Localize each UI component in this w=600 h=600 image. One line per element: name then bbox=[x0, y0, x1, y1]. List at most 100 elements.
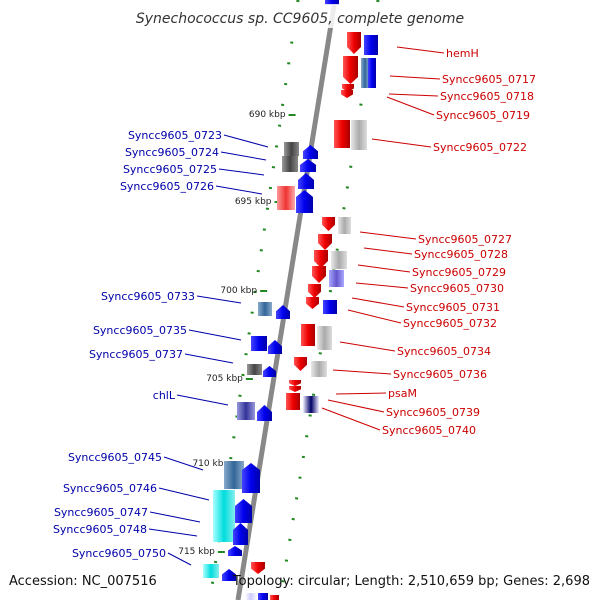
accession-text: Accession: NC_007516 bbox=[9, 574, 157, 589]
scale-tick-label: 695 kbp bbox=[235, 197, 272, 207]
gene-feature-arrow bbox=[242, 463, 260, 493]
gene-label[interactable]: Syncc9605_0730 bbox=[410, 282, 504, 295]
gene-feature bbox=[284, 142, 299, 156]
gene-label[interactable]: Syncc9605_0724 bbox=[125, 146, 219, 159]
gene-feature-arrow bbox=[228, 546, 242, 556]
gene-feature-arrow bbox=[233, 523, 248, 545]
gene-feature bbox=[301, 324, 315, 346]
gene-label[interactable]: Syncc9605_0733 bbox=[101, 290, 195, 303]
scale-tick-label: 705 kbp bbox=[206, 374, 243, 384]
gene-label[interactable]: Syncc9605_0732 bbox=[403, 317, 497, 330]
label-connector bbox=[215, 185, 263, 195]
gene-label[interactable]: psaM bbox=[388, 387, 417, 400]
gene-label[interactable]: Syncc9605_0731 bbox=[406, 301, 500, 314]
gene-feature-arrow bbox=[347, 32, 361, 54]
gene-feature-arrow bbox=[263, 366, 276, 377]
gene-feature-arrow bbox=[289, 386, 301, 392]
gene-labels: hemH Syncc9605_0717 Syncc9605_0718 Syncc960… bbox=[53, 47, 536, 560]
gene-label[interactable]: Syncc9605_0746 bbox=[63, 482, 157, 495]
gene-label[interactable]: Syncc9605_0735 bbox=[93, 324, 187, 337]
gene-label[interactable]: Syncc9605_0736 bbox=[393, 368, 487, 381]
label-connector bbox=[335, 392, 387, 395]
gene-feature bbox=[258, 593, 268, 600]
label-connector bbox=[327, 399, 385, 413]
label-connector bbox=[196, 295, 242, 304]
gene-label[interactable]: Syncc9605_0725 bbox=[123, 163, 217, 176]
gene-feature bbox=[237, 402, 255, 420]
gene-label[interactable]: Syncc9605_0750 bbox=[72, 547, 166, 560]
gene-label[interactable]: Syncc9605_0734 bbox=[397, 345, 491, 358]
gene-label[interactable]: Syncc9605_0719 bbox=[436, 109, 530, 122]
gene-label[interactable]: Syncc9605_0723 bbox=[128, 129, 222, 142]
gene-label[interactable]: Syncc9605_0727 bbox=[418, 233, 512, 246]
gene-feature-arrow bbox=[222, 569, 236, 581]
gene-feature-arrow bbox=[294, 357, 307, 371]
label-connector bbox=[388, 93, 439, 97]
gene-feature-arrow bbox=[268, 340, 282, 354]
label-connectors bbox=[148, 46, 445, 566]
label-connector bbox=[347, 309, 402, 324]
gene-feature-arrow bbox=[300, 159, 316, 172]
label-connector bbox=[148, 528, 198, 537]
label-connector bbox=[184, 353, 234, 364]
label-connector bbox=[389, 75, 441, 80]
gene-feature bbox=[368, 58, 376, 88]
label-connector bbox=[363, 247, 413, 255]
label-connector bbox=[339, 341, 396, 352]
gene-feature-arrow bbox=[312, 266, 326, 283]
gene-feature-arrow bbox=[257, 405, 272, 421]
gene-feature bbox=[331, 251, 347, 269]
gene-label[interactable]: chlL bbox=[153, 389, 176, 402]
gene-label[interactable]: Syncc9605_0718 bbox=[440, 90, 534, 103]
label-connector bbox=[359, 231, 417, 240]
label-connector bbox=[176, 394, 229, 406]
label-connector bbox=[357, 264, 411, 273]
gene-label[interactable]: Syncc9605_0729 bbox=[412, 266, 506, 279]
gene-feature bbox=[213, 490, 235, 542]
gene-label[interactable]: Syncc9605_0745 bbox=[68, 451, 162, 464]
gene-feature bbox=[317, 326, 332, 350]
gene-feature-arrow bbox=[289, 380, 301, 386]
gene-feature-arrow bbox=[341, 90, 353, 98]
gene-label[interactable]: Syncc9605_0728 bbox=[414, 248, 508, 261]
gene-feature bbox=[277, 186, 295, 210]
gene-label[interactable]: Syncc9605_0722 bbox=[433, 141, 527, 154]
gene-label[interactable]: Syncc9605_0726 bbox=[120, 180, 214, 193]
gene-label[interactable]: hemH bbox=[446, 47, 479, 60]
gene-feature bbox=[323, 300, 337, 314]
scale-tick-label: 700 kbp bbox=[220, 286, 257, 296]
label-connector bbox=[355, 282, 409, 289]
gene-label[interactable]: Syncc9605_0717 bbox=[442, 73, 536, 86]
gene-feature bbox=[325, 0, 339, 5]
gene-feature bbox=[224, 461, 244, 489]
scale-tick-label: 715 kbp bbox=[178, 547, 215, 557]
gene-feature bbox=[282, 156, 298, 172]
gene-feature-arrow bbox=[276, 305, 290, 319]
scale-tick-label: 710 kbp bbox=[192, 459, 229, 469]
label-connector bbox=[332, 369, 392, 375]
gene-feature bbox=[270, 595, 279, 600]
gene-feature-arrow bbox=[343, 56, 358, 84]
gene-feature bbox=[351, 120, 367, 150]
label-connector bbox=[321, 407, 381, 431]
gene-feature bbox=[203, 564, 219, 578]
gene-label[interactable]: Syncc9605_0739 bbox=[386, 406, 480, 419]
gene-feature-arrow bbox=[314, 250, 328, 268]
gene-feature bbox=[286, 393, 300, 410]
gene-feature-arrow bbox=[322, 217, 335, 231]
label-connector bbox=[223, 134, 269, 148]
gene-feature-arrow bbox=[296, 190, 313, 213]
gene-feature bbox=[258, 302, 272, 316]
gene-feature-arrow bbox=[251, 562, 265, 574]
gene-feature-arrow bbox=[306, 297, 319, 309]
gene-feature-arrow bbox=[235, 499, 252, 523]
gene-label[interactable]: Syncc9605_0737 bbox=[89, 348, 183, 361]
gene-label[interactable]: Syncc9605_0748 bbox=[53, 523, 147, 536]
gene-label[interactable]: Syncc9605_0740 bbox=[382, 424, 476, 437]
label-connector bbox=[351, 297, 405, 308]
title-backdrop bbox=[136, 4, 464, 28]
label-connector bbox=[220, 151, 267, 161]
gene-label[interactable]: Syncc9605_0747 bbox=[54, 506, 148, 519]
